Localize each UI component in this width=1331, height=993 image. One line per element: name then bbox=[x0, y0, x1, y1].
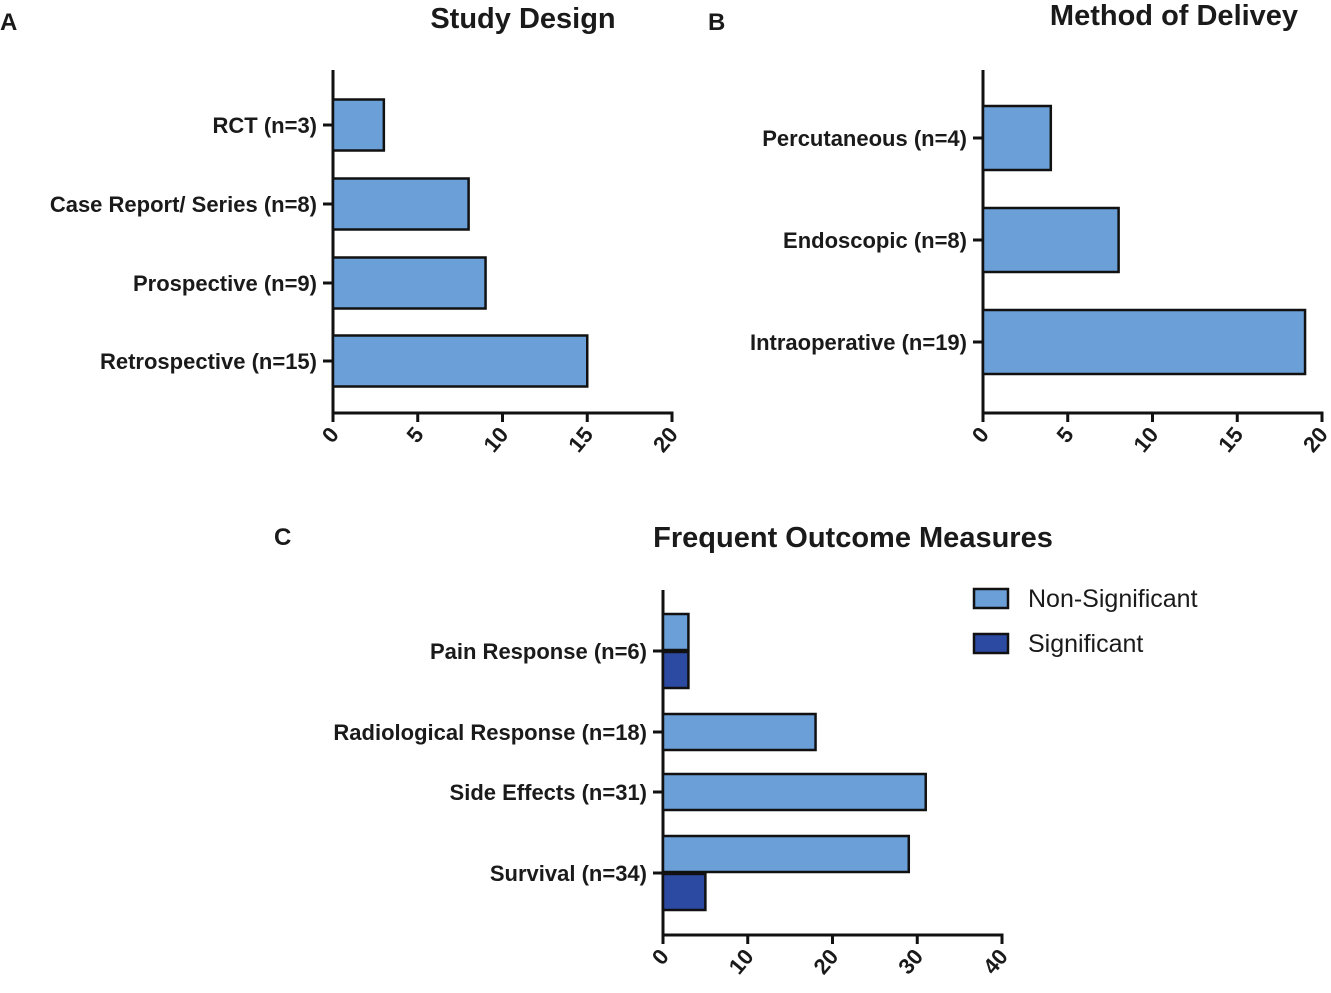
panel-b-x-tick-label: 15 bbox=[1213, 422, 1248, 457]
panel-c-bar-pain-response-non-significant bbox=[661, 612, 690, 652]
panel-a-x-tick-label: 5 bbox=[402, 422, 429, 447]
panel-c-category-label: Survival (n=34) bbox=[490, 861, 647, 886]
panel-b-x-tick-label: 20 bbox=[1298, 422, 1331, 457]
panel-c-category-label: Radiological Response (n=18) bbox=[333, 720, 647, 745]
panel-a-title: Study Design bbox=[430, 3, 615, 35]
panel-c-title: Frequent Outcome Measures bbox=[653, 522, 1053, 554]
panel-a-category-label: Case Report/ Series (n=8) bbox=[50, 192, 317, 217]
panel-b-category-label: Endoscopic (n=8) bbox=[783, 228, 967, 253]
legend-swatch-significant bbox=[972, 632, 1010, 655]
panel-a-category-label: Prospective (n=9) bbox=[133, 271, 317, 296]
panel-c-bar-radiological-response-non-significant bbox=[661, 712, 817, 752]
panel-c-category-label: Pain Response (n=6) bbox=[430, 639, 647, 664]
panel-c-bar-survival-non-significant bbox=[661, 834, 911, 874]
panel-b-title: Method of Delivey bbox=[1050, 0, 1298, 32]
panel-c-bar-survival-significant bbox=[661, 872, 707, 912]
panel-a-plot: 0 5 10 15 20 RCT (n=3) Case Report/ Series (n=… bbox=[50, 70, 683, 457]
panel-c-x-tick-label: 40 bbox=[978, 944, 1013, 979]
panel-b: B Method of Delivey 0 5 10 15 20 Percutaneous… bbox=[708, 0, 1331, 457]
panel-b-x-tick-label: 5 bbox=[1052, 422, 1079, 447]
panel-c-letter: C bbox=[274, 524, 291, 551]
panel-c-x-tick-label: 0 bbox=[647, 944, 674, 969]
panel-a-letter: A bbox=[0, 9, 17, 36]
panel-b-bar-endoscopic bbox=[981, 206, 1120, 274]
panel-c-x-tick-label: 20 bbox=[808, 944, 843, 979]
panel-a-category-label: Retrospective (n=15) bbox=[100, 349, 317, 374]
panel-a-x-tick-label: 10 bbox=[478, 422, 513, 457]
panel-b-category-label: Intraoperative (n=19) bbox=[750, 330, 967, 355]
panel-c-plot: 0 10 20 30 40 Pain Response (n=6) Radiological… bbox=[333, 590, 1013, 979]
panel-a-x-tick-label: 0 bbox=[317, 422, 344, 447]
legend-label-non-significant: Non-Significant bbox=[1028, 585, 1198, 613]
legend-swatch-non-significant bbox=[972, 587, 1010, 610]
panel-a-bar-rct bbox=[331, 98, 386, 152]
panel-c-bar-pain-response-significant bbox=[661, 650, 690, 690]
panel-a: A Study Design 0 5 10 15 20 RCT (n=3) Case Rep… bbox=[0, 3, 683, 457]
panel-b-plot: 0 5 10 15 20 Percutaneous (n=4) Endoscopic (n=… bbox=[750, 70, 1331, 457]
legend: Non-Significant Significant bbox=[972, 585, 1198, 658]
panel-a-x-tick-label: 20 bbox=[648, 422, 683, 457]
panel-b-category-label: Percutaneous (n=4) bbox=[762, 126, 967, 151]
panel-a-bar-retrospective bbox=[331, 334, 589, 388]
panel-c-category-label: Side Effects (n=31) bbox=[450, 780, 647, 805]
panel-a-category-label: RCT (n=3) bbox=[213, 113, 318, 138]
panel-a-bar-prospective bbox=[331, 256, 487, 310]
panel-b-bar-percutaneous bbox=[981, 104, 1053, 172]
panel-b-x-tick-label: 0 bbox=[967, 422, 994, 447]
panel-b-letter: B bbox=[708, 9, 725, 36]
legend-label-significant: Significant bbox=[1028, 630, 1143, 658]
panel-c-bar-side-effects-non-significant bbox=[661, 772, 927, 812]
panel-a-bar-case-report-series bbox=[331, 177, 470, 231]
panel-b-bar-intraoperative bbox=[981, 308, 1307, 376]
panel-c-x-tick-label: 30 bbox=[893, 944, 928, 979]
panel-b-x-tick-label: 10 bbox=[1128, 422, 1163, 457]
panel-c: C Frequent Outcome Measures 0 10 20 30 40 Pai… bbox=[274, 522, 1198, 979]
panel-a-x-tick-label: 15 bbox=[563, 422, 598, 457]
panel-c-x-tick-label: 10 bbox=[724, 944, 759, 979]
